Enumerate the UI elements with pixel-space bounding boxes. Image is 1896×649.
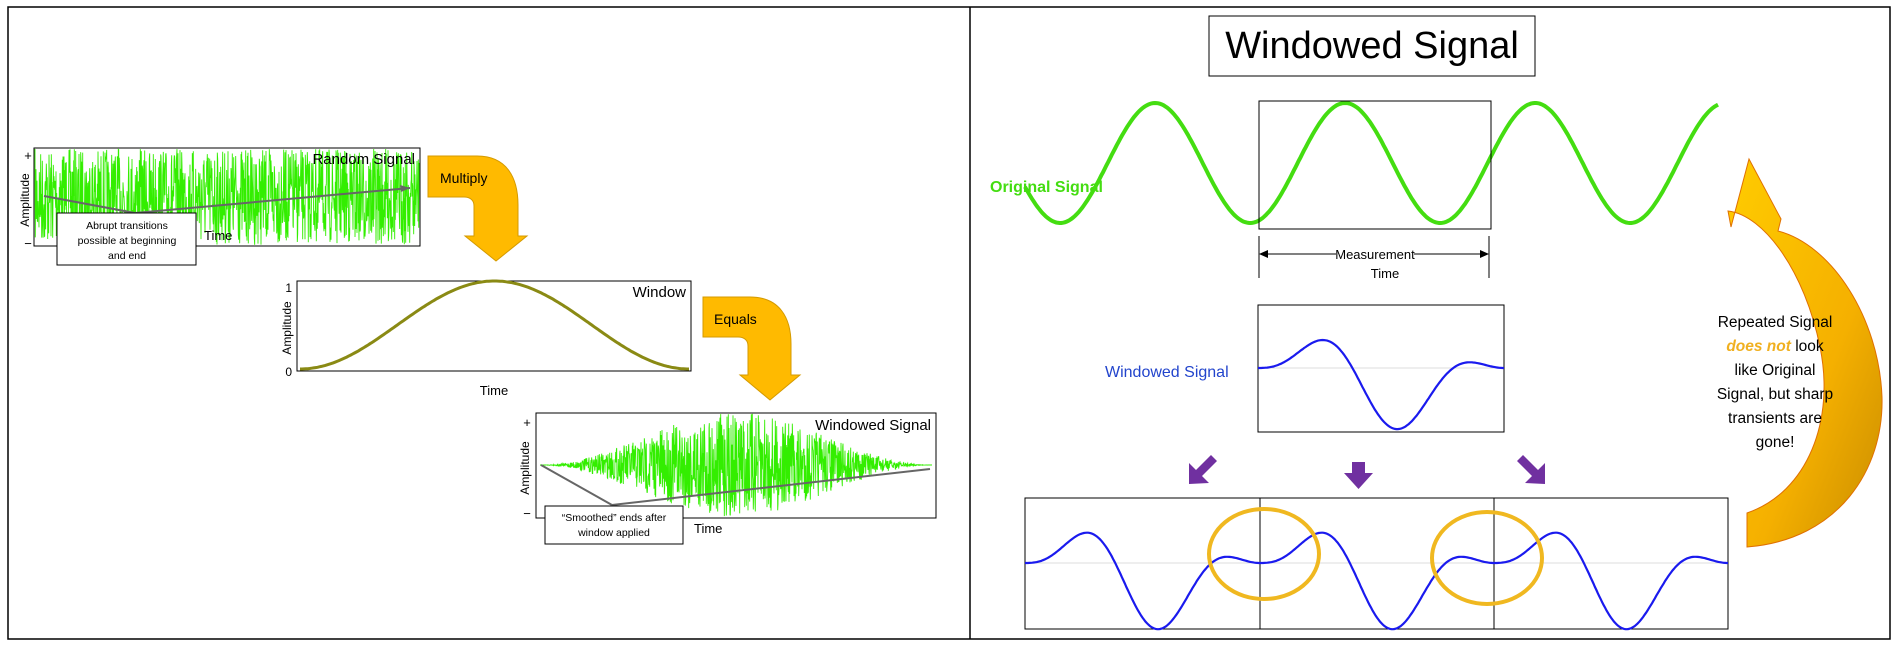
abrupt-callout-line2: possible at beginning [78, 235, 177, 247]
window-xlabel: Time [480, 383, 508, 398]
down-arrow-icon [702, 296, 802, 401]
smoothed-pointer-right [611, 468, 931, 506]
repeated-signal-chart [1024, 497, 1729, 631]
right-title-text: Windowed Signal [1225, 25, 1519, 67]
window-curve [300, 279, 689, 371]
random-signal-chart: Random Signal + − Amplitude Time Abrupt … [18, 147, 421, 266]
callout-pointer-right [134, 187, 411, 214]
windowed-signal-wave [1258, 338, 1504, 431]
note-line6: gone! [1756, 434, 1795, 451]
repeated-signal-note: Repeated Signal does not look like Origi… [1717, 314, 1833, 451]
measurement-window-box [1258, 100, 1492, 230]
callout-pointer-left [43, 195, 136, 214]
windowed-signal-chart-right [1257, 304, 1505, 433]
smoothed-callout-box [544, 505, 684, 545]
measurement-label-line2: Time [1371, 266, 1399, 281]
down-arrow-icon [1189, 455, 1217, 484]
note-line2-rest: look [1791, 338, 1824, 355]
multiply-label: Multiply [440, 170, 487, 186]
down-arrow-icon [1517, 455, 1545, 484]
note-emph: does not [1726, 338, 1791, 355]
windowed-left-title: Windowed Signal [815, 417, 931, 434]
measurement-time-marker: Measurement Time [1258, 236, 1490, 281]
down-arrows [1189, 455, 1545, 489]
window-chart: Window 1 0 Amplitude Time [280, 279, 692, 398]
transition-ring-1 [1207, 507, 1321, 601]
right-title: Windowed Signal [1208, 15, 1536, 77]
smoothed-pointer-left [540, 464, 613, 506]
equals-label: Equals [714, 311, 757, 327]
windowed-signal-trace [540, 413, 932, 517]
note-line2: does not look [1726, 338, 1824, 355]
window-title: Window [633, 284, 687, 301]
random-signal-trace [34, 148, 420, 245]
original-signal-label: Original Signal [990, 179, 1103, 196]
windowed-plus-label: + [523, 415, 531, 430]
windowed-minus-label: − [523, 506, 531, 521]
windowed-ylabel: Amplitude [518, 441, 532, 495]
multiply-arrow: Multiply [427, 155, 529, 262]
curved-arrow-icon [1727, 157, 1883, 548]
measurement-label-line1: Measurement [1335, 247, 1415, 262]
windowed-signal-label: Windowed Signal [1105, 364, 1229, 381]
repeated-signal-wave [1025, 531, 1728, 631]
note-line4: Signal, but sharp [1717, 386, 1833, 403]
down-arrow-icon [1344, 462, 1373, 489]
window-ymax-label: 1 [285, 281, 292, 295]
abrupt-callout-box [56, 212, 197, 266]
abrupt-callout-line1: Abrupt transitions [86, 220, 168, 232]
note-line3: like Original [1735, 362, 1816, 379]
equals-arrow: Equals [702, 296, 802, 401]
transition-ring-2 [1430, 510, 1544, 606]
smoothed-callout-line2: window applied [577, 527, 650, 539]
note-line5: transients are [1728, 410, 1822, 427]
windowed-signal-chart-left: Windowed Signal + − Amplitude Time “Smoo… [518, 412, 937, 545]
note-line1: Repeated Signal [1718, 314, 1833, 331]
callout-pointer-arrowhead [400, 185, 410, 192]
random-minus-label: − [24, 236, 32, 251]
down-arrow-icon [427, 155, 529, 262]
window-ylabel: Amplitude [280, 301, 294, 355]
original-signal-wave [1023, 100, 1719, 226]
random-xlabel: Time [204, 228, 232, 243]
random-signal-title: Random Signal [312, 151, 415, 168]
window-ymin-label: 0 [285, 365, 292, 379]
abrupt-callout-line3: and end [108, 250, 146, 262]
random-plus-label: + [24, 148, 32, 163]
windowed-xlabel: Time [694, 521, 722, 536]
outer-frame [7, 6, 1891, 640]
smoothed-callout-line1: “Smoothed” ends after [562, 512, 667, 524]
random-ylabel: Amplitude [18, 173, 32, 227]
